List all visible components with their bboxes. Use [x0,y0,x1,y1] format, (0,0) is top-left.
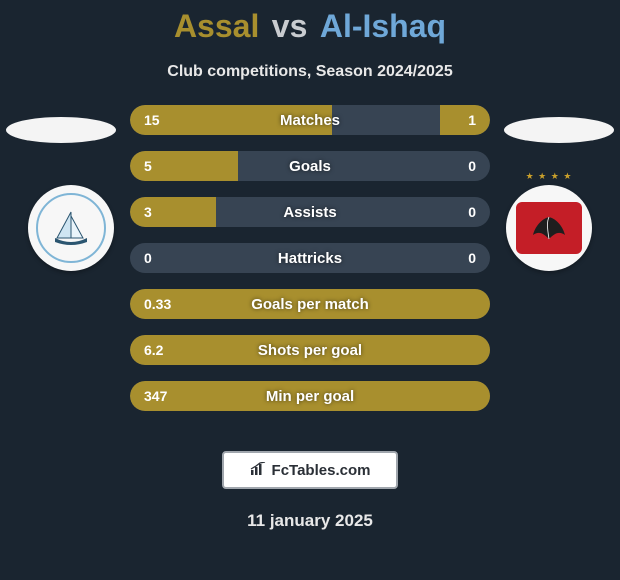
chart-icon [250,462,266,479]
stat-value-left: 0 [130,243,166,273]
stat-label: Shots per goal [130,335,490,365]
stat-row: 3 0Assists [130,197,490,227]
stat-row: 5 0Goals [130,151,490,181]
shadow-left [6,117,116,143]
shadow-right [504,117,614,143]
subtitle: Club competitions, Season 2024/2025 [0,63,620,81]
stat-value-right: 1 [454,105,490,135]
stat-value-left: 5 [130,151,166,181]
stat-label: Assists [130,197,490,227]
stat-value-left: 15 [130,105,174,135]
stat-label: Matches [130,105,490,135]
club-crest-right-inner [516,202,582,254]
comparison-title: Assal vs Al-Ishaq [0,0,620,45]
player2-name: Al-Ishaq [320,8,446,44]
stat-row: 15 1Matches [130,105,490,135]
stat-value-right: 0 [454,197,490,227]
stat-value-left: 3 [130,197,166,227]
stat-value-left: 6.2 [130,335,177,365]
stat-value-left: 0.33 [130,289,185,319]
club-crest-left [28,185,114,271]
vs-label: vs [272,8,308,44]
stat-row: 0.33Goals per match [130,289,490,319]
eagle-icon [529,213,569,243]
crest-stars: ★ ★ ★ ★ [506,171,592,182]
stat-row: 347Min per goal [130,381,490,411]
player1-name: Assal [174,8,259,44]
stats-arena: ★ ★ ★ ★ 151Matches50Goals30Assists00Hatt… [0,105,620,435]
site-badge[interactable]: FcTables.com [222,451,398,489]
site-name: FcTables.com [272,462,371,479]
club-crest-right: ★ ★ ★ ★ [506,185,592,271]
sailboat-icon [49,206,93,250]
stat-value-right: 0 [454,151,490,181]
stat-label: Min per goal [130,381,490,411]
stat-row: 0 0Hattricks [130,243,490,273]
club-crest-left-inner [36,193,106,263]
stat-value-right: 0 [454,243,490,273]
stat-value-left: 347 [130,381,181,411]
footer-date: 11 january 2025 [0,511,620,531]
stat-label: Goals [130,151,490,181]
stat-row: 6.2Shots per goal [130,335,490,365]
stat-bars: 151Matches50Goals30Assists00Hattricks0.3… [130,105,490,427]
stat-label: Hattricks [130,243,490,273]
